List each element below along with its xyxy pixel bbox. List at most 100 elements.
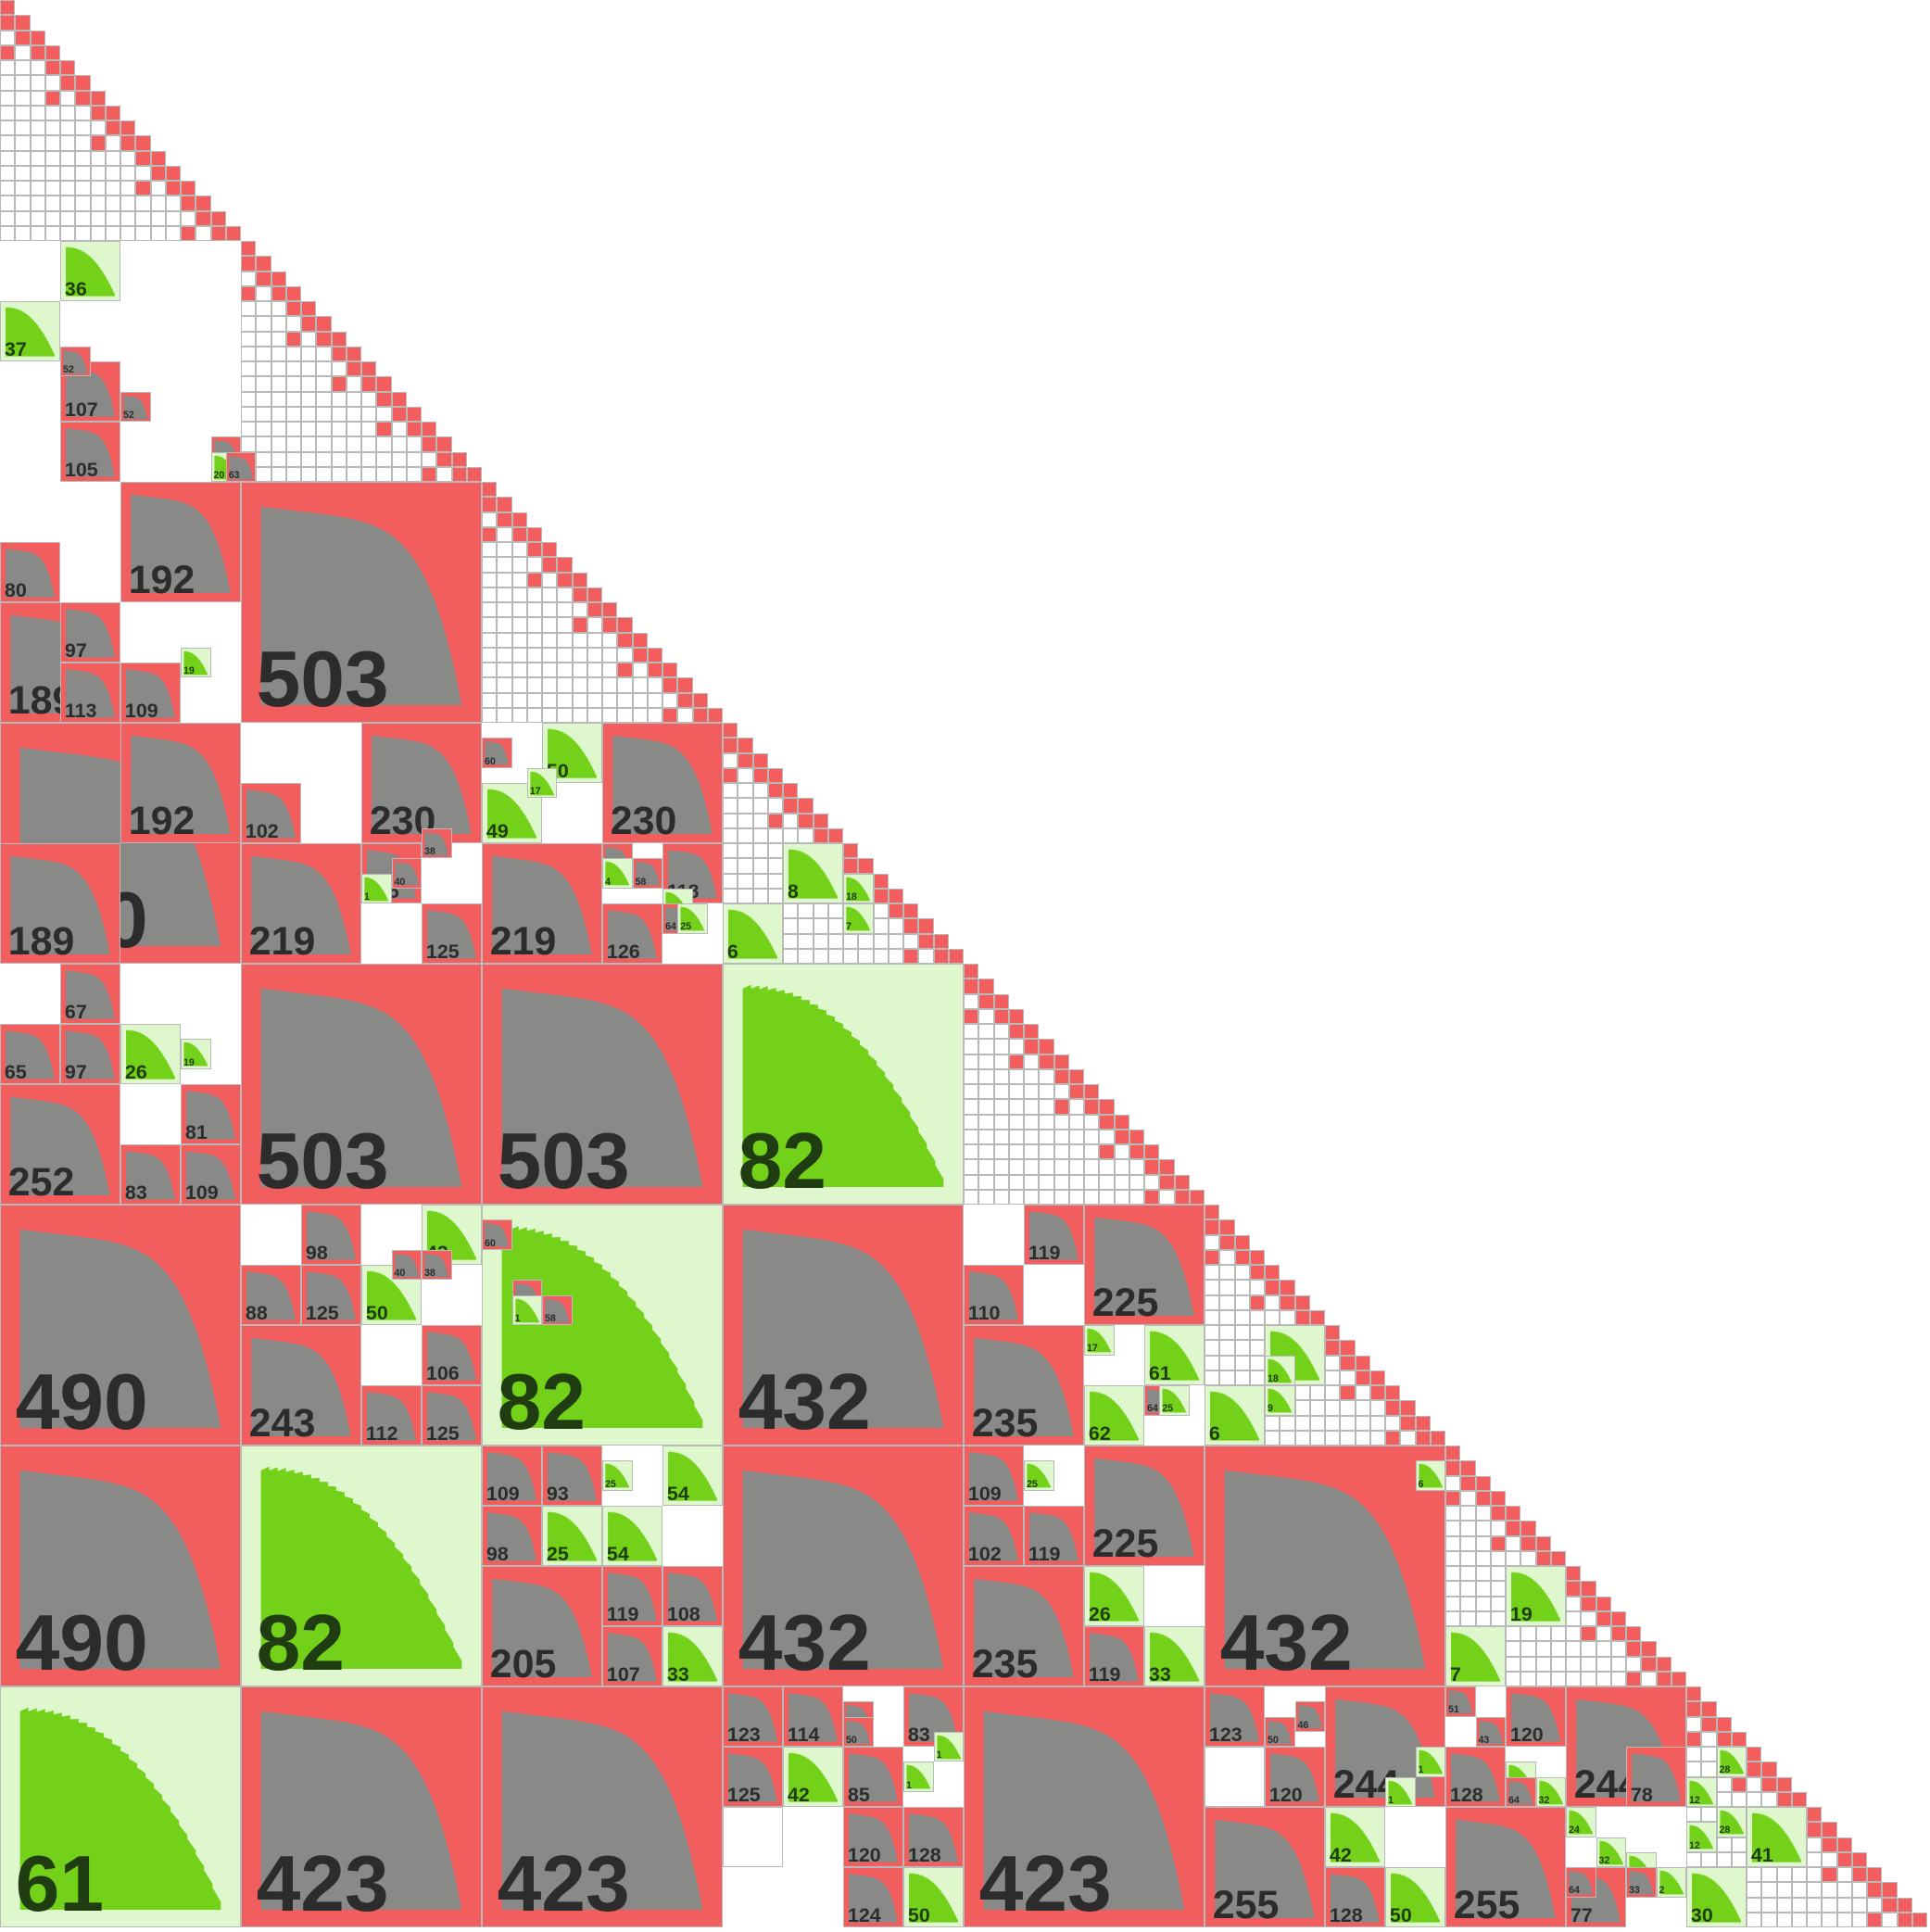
block-rank-label: 81 (184, 1120, 208, 1143)
profile-path (1692, 1873, 1741, 1923)
profile-path (66, 609, 115, 658)
block-rank-label: 124 (847, 1903, 881, 1926)
near-diagonal-cell (1747, 1762, 1762, 1777)
profile-path (1090, 1391, 1139, 1441)
dense-block: 25 (1024, 1460, 1054, 1491)
empty-cell (526, 707, 542, 723)
empty-cell (60, 120, 76, 136)
dense-block: 82 (241, 1446, 482, 1686)
block-rank-label: 7 (845, 921, 851, 933)
empty-cell (1475, 1581, 1491, 1597)
dense-block: 4 (602, 858, 633, 889)
profile-path (846, 906, 871, 931)
rank-profile-shape (246, 789, 296, 839)
empty-cell (662, 692, 678, 708)
empty-cell (1039, 1129, 1054, 1144)
empty-cell (993, 1189, 1009, 1205)
empty-cell (1280, 1309, 1295, 1325)
low-rank-block: 109 (964, 1446, 1024, 1506)
near-diagonal-cell (165, 181, 181, 196)
empty-cell (1686, 1716, 1702, 1732)
near-diagonal-cell (843, 843, 859, 859)
empty-cell (1129, 1174, 1144, 1190)
profile-path (548, 1452, 597, 1501)
empty-cell (752, 843, 768, 859)
profile-path (936, 1735, 961, 1760)
block-rank-label: 110 (967, 1301, 1001, 1324)
empty-cell (271, 466, 286, 482)
profile-path (1629, 1871, 1654, 1895)
block-rank-label: 20 (213, 469, 225, 481)
empty-cell (572, 647, 587, 663)
empty-cell (196, 225, 211, 241)
empty-cell (75, 135, 91, 151)
dense-profile-shape (1692, 1873, 1741, 1923)
block-rank-label: 7 (1449, 1662, 1461, 1686)
empty-cell (482, 557, 498, 573)
block-rank-label: 119 (1028, 1542, 1061, 1565)
empty-cell (165, 196, 181, 211)
empty-cell (60, 150, 76, 166)
empty-cell (15, 120, 31, 136)
near-diagonal-cell (150, 165, 166, 181)
dense-profile-shape (427, 1210, 476, 1260)
empty-cell (1566, 1610, 1582, 1626)
empty-cell (542, 572, 558, 587)
empty-cell (241, 301, 257, 317)
near-diagonal-cell (1385, 1400, 1401, 1416)
dense-block: 82 (723, 964, 964, 1205)
low-rank-block: 107 (602, 1626, 662, 1686)
near-diagonal-cell (767, 783, 783, 799)
empty-cell (1490, 1566, 1506, 1582)
near-diagonal-cell (285, 285, 301, 301)
empty-cell (1686, 1851, 1702, 1867)
empty-cell (285, 376, 301, 392)
near-diagonal-cell (376, 422, 392, 437)
empty-cell (1747, 1897, 1762, 1913)
low-rank-block: 432 (723, 1446, 964, 1686)
rank-profile-shape (1297, 1705, 1322, 1729)
near-diagonal-cell (316, 331, 332, 347)
near-diagonal-cell (1340, 1385, 1356, 1401)
low-rank-block: 78 (1626, 1747, 1686, 1807)
block-rank-label: 82 (738, 1116, 827, 1205)
dense-block: 25 (1159, 1385, 1190, 1416)
dense-profile-shape (1210, 1391, 1259, 1441)
dense-profile-shape (66, 246, 115, 297)
empty-cell (301, 406, 317, 422)
empty-cell (436, 466, 452, 482)
profile-path (1451, 1632, 1500, 1682)
empty-cell (15, 60, 31, 76)
block-rank-label: 77 (1570, 1903, 1593, 1926)
profile-path (608, 1511, 657, 1561)
empty-cell (993, 1024, 1009, 1040)
profile-path (260, 1711, 462, 1910)
block-rank-label: 1 (1387, 1794, 1394, 1806)
near-diagonal-cell (1325, 1340, 1341, 1356)
empty-cell (391, 436, 407, 452)
empty-cell (346, 376, 361, 392)
empty-cell (587, 647, 602, 663)
empty-cell (1581, 1610, 1596, 1626)
rank-profile-shape (1090, 1633, 1139, 1682)
block-rank-label: 40 (394, 1268, 406, 1280)
near-diagonal-cell (617, 663, 633, 678)
near-diagonal-cell (422, 466, 437, 482)
empty-cell (497, 692, 512, 708)
empty-cell (1686, 1762, 1702, 1777)
empty-cell (1008, 1144, 1024, 1160)
low-rank-block: 490 (0, 1205, 241, 1446)
empty-cell (1506, 1656, 1521, 1672)
empty-cell (256, 301, 271, 317)
near-diagonal-cell (406, 406, 422, 422)
profile-path (123, 395, 148, 419)
near-diagonal-cell (1129, 1129, 1144, 1144)
dense-block: 37 (0, 301, 60, 361)
near-diagonal-cell (783, 783, 799, 799)
profile-path (1331, 1812, 1380, 1863)
block-rank-label: 109 (486, 1482, 520, 1505)
profile-path (10, 1096, 110, 1196)
near-diagonal-cell (497, 497, 512, 512)
block-rank-label: 64 (664, 921, 676, 933)
